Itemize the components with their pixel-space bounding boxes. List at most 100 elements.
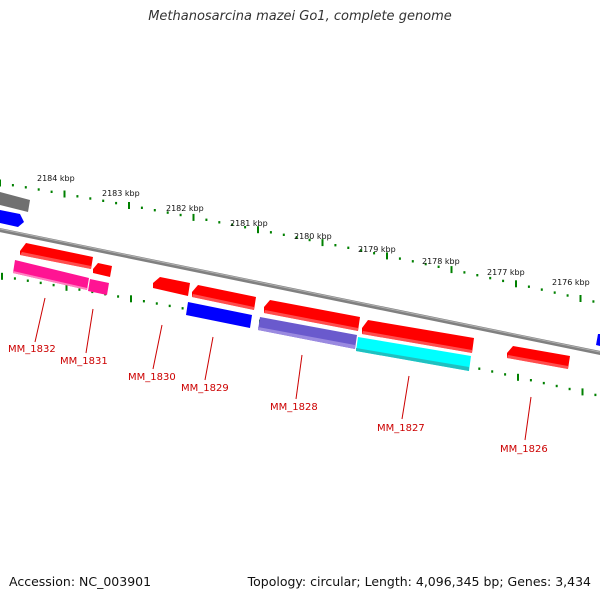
major-tick [192,213,195,221]
feature-block-cyan [356,337,471,371]
major-tick [450,266,453,274]
gene-labels: MM_1832 MM_1831 MM_1830 MM_1829 MM_1828 … [8,344,548,455]
gene-label-mm1832: MM_1832 [8,344,56,355]
major-tick [386,252,388,260]
feature-block-cyan-dark [356,348,469,371]
minor-tick [282,233,285,236]
cds-block [192,285,256,310]
major-tick [581,388,584,396]
gene-label-mm1827: MM_1827 [377,423,425,434]
major-tick [321,239,324,247]
minor-tick [166,211,169,214]
minor-tick [78,288,81,291]
feature-block-slate-light [258,327,355,349]
tick-label-2176: 2176 kbp [552,278,590,287]
minor-tick [13,277,16,280]
cds-block [93,263,112,277]
minor-tick [24,186,27,189]
minor-tick [504,373,507,376]
tick-label-2178: 2178 kbp [422,257,460,266]
minor-tick [39,281,42,285]
minor-tick [231,223,234,226]
minor-tick [592,300,595,303]
cds-block [507,346,570,369]
leader-line [34,297,46,343]
minor-tick [566,294,569,297]
minor-tick [269,231,272,234]
minor-tick [142,300,145,303]
minor-tick [542,381,545,385]
minor-tick [153,209,156,212]
minor-tick [437,265,440,268]
tick-label-2184: 2184 kbp [37,174,75,183]
minor-tick [476,274,479,277]
minor-tick [491,370,494,373]
minor-tick [11,184,14,187]
minor-tick [529,379,532,382]
minor-tick [76,195,79,198]
minor-tick [553,291,556,294]
minor-tick [52,283,55,287]
minor-tick [489,276,492,280]
leader-line [152,324,163,370]
minor-tick [50,190,53,193]
gene-leader-lines [34,297,532,441]
minor-tick [117,295,120,298]
accession-text: Accession: NC_003901 [9,574,152,589]
feature-block-pink [13,260,89,290]
tick-label-2180: 2180 kbp [294,232,332,241]
topology-text: Topology: circular; Length: 4,096,345 bp… [247,574,591,589]
minor-tick [218,221,221,224]
major-tick [0,179,1,187]
cds-shade [362,331,472,353]
leader-line [295,354,303,400]
feature-block-blue-right [596,334,600,346]
feature-block-pink [88,279,109,295]
minor-tick [373,252,376,255]
minor-tick [155,302,158,305]
major-tick [515,280,517,288]
minor-tick [37,188,40,191]
outer-tick-ring [0,179,595,303]
major-tick [1,272,3,280]
minor-tick [308,238,311,242]
minor-tick [527,285,530,288]
gene-label-mm1826: MM_1826 [500,444,548,455]
tick-label-2179: 2179 kbp [358,245,396,254]
major-tick [130,295,132,303]
major-tick [579,295,582,302]
leader-line [85,308,94,354]
minor-tick [555,384,558,388]
major-tick [128,202,130,209]
minor-tick [168,304,171,308]
leader-line [401,375,410,420]
gene-block-gray [0,192,30,212]
feature-blocks [0,192,600,371]
minor-tick [424,262,427,266]
minor-tick [463,271,466,274]
leader-line [524,396,532,441]
feature-block-pink-light [13,271,87,290]
minor-tick [594,393,597,397]
minor-tick [89,197,92,200]
tick-label-2181: 2181 kbp [230,219,268,228]
cds-shade [192,294,254,310]
minor-tick [568,387,571,391]
minor-tick [205,218,208,221]
gene-label-mm1830: MM_1830 [128,372,176,383]
major-tick [517,373,519,381]
tick-label-2177: 2177 kbp [487,268,525,277]
major-tick [65,283,68,291]
kbp-tick-labels: 2184 kbp 2183 kbp 2182 kbp 2181 kbp 2180… [37,174,590,287]
cds-block [362,320,474,353]
gene-label-mm1829: MM_1829 [181,383,229,394]
minor-tick [478,367,481,370]
gene-label-mm1828: MM_1828 [270,402,318,413]
minor-tick [295,236,298,239]
genome-backbone-highlight [0,228,600,353]
cds-block [153,277,190,296]
map-title: Methanosarcina mazei Go1, complete genom… [148,9,452,24]
minor-tick [115,201,118,205]
minor-tick [179,213,182,217]
